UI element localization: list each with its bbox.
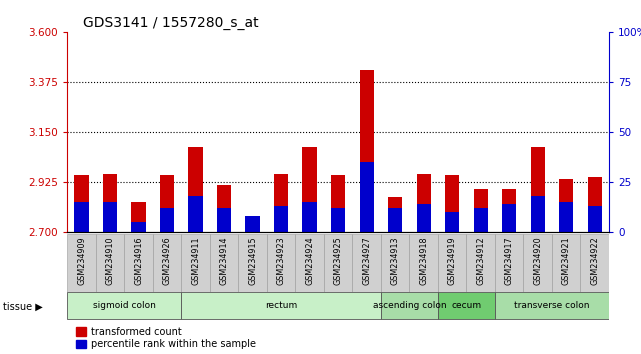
- Bar: [188, 196, 203, 232]
- Text: GSM234910: GSM234910: [106, 236, 115, 285]
- Bar: [153, 234, 181, 292]
- Bar: [495, 292, 609, 319]
- Bar: [74, 175, 88, 232]
- Text: ascending colon: ascending colon: [372, 301, 446, 310]
- Bar: [559, 178, 573, 232]
- Bar: [474, 189, 488, 232]
- Text: GSM234923: GSM234923: [277, 236, 286, 285]
- Bar: [303, 147, 317, 232]
- Bar: [445, 212, 460, 232]
- Text: GSM234915: GSM234915: [248, 236, 257, 285]
- Bar: [217, 185, 231, 232]
- Bar: [67, 234, 96, 292]
- Text: GSM234925: GSM234925: [333, 236, 343, 285]
- Bar: [410, 234, 438, 292]
- Bar: [188, 147, 203, 232]
- Bar: [131, 202, 146, 232]
- Bar: [331, 208, 345, 232]
- Text: transverse colon: transverse colon: [514, 301, 590, 310]
- Text: cecum: cecum: [451, 301, 481, 310]
- Bar: [181, 292, 381, 319]
- Bar: [581, 234, 609, 292]
- Text: GSM234926: GSM234926: [163, 236, 172, 285]
- Bar: [388, 198, 403, 232]
- Bar: [588, 177, 602, 232]
- Bar: [324, 234, 353, 292]
- Bar: [502, 189, 516, 232]
- Text: GSM234913: GSM234913: [390, 236, 399, 285]
- Bar: [381, 234, 410, 292]
- Bar: [360, 70, 374, 232]
- Bar: [296, 234, 324, 292]
- Bar: [445, 175, 460, 232]
- Bar: [131, 222, 146, 232]
- Bar: [267, 234, 296, 292]
- Text: rectum: rectum: [265, 301, 297, 310]
- Bar: [559, 202, 573, 232]
- Bar: [274, 174, 288, 232]
- Bar: [502, 204, 516, 232]
- Bar: [303, 202, 317, 232]
- Bar: [531, 147, 545, 232]
- Bar: [467, 234, 495, 292]
- Text: GSM234914: GSM234914: [220, 236, 229, 285]
- Bar: [353, 234, 381, 292]
- Bar: [438, 234, 467, 292]
- Bar: [274, 206, 288, 232]
- Bar: [217, 208, 231, 232]
- Text: tissue ▶: tissue ▶: [3, 302, 43, 312]
- Bar: [438, 292, 495, 319]
- Bar: [103, 174, 117, 232]
- Text: GSM234919: GSM234919: [447, 236, 456, 285]
- Bar: [246, 216, 260, 232]
- Bar: [103, 202, 117, 232]
- Legend: transformed count, percentile rank within the sample: transformed count, percentile rank withi…: [72, 323, 260, 353]
- Bar: [474, 208, 488, 232]
- Bar: [417, 174, 431, 232]
- Bar: [360, 162, 374, 232]
- Bar: [160, 175, 174, 232]
- Bar: [495, 234, 524, 292]
- Bar: [124, 234, 153, 292]
- Text: GSM234918: GSM234918: [419, 236, 428, 285]
- Text: GSM234911: GSM234911: [191, 236, 200, 285]
- Bar: [160, 208, 174, 232]
- Text: sigmoid colon: sigmoid colon: [93, 301, 156, 310]
- Bar: [531, 196, 545, 232]
- Bar: [246, 223, 260, 232]
- Bar: [417, 204, 431, 232]
- Bar: [524, 234, 552, 292]
- Bar: [67, 292, 181, 319]
- Bar: [331, 175, 345, 232]
- Bar: [238, 234, 267, 292]
- Bar: [96, 234, 124, 292]
- Bar: [388, 208, 403, 232]
- Bar: [74, 202, 88, 232]
- Text: GSM234920: GSM234920: [533, 236, 542, 285]
- Bar: [588, 206, 602, 232]
- Text: GDS3141 / 1557280_s_at: GDS3141 / 1557280_s_at: [83, 16, 259, 30]
- Bar: [552, 234, 581, 292]
- Bar: [210, 234, 238, 292]
- Text: GSM234909: GSM234909: [77, 236, 86, 285]
- Text: GSM234917: GSM234917: [504, 236, 513, 285]
- Text: GSM234924: GSM234924: [305, 236, 314, 285]
- Text: GSM234922: GSM234922: [590, 236, 599, 285]
- Bar: [181, 234, 210, 292]
- Text: GSM234916: GSM234916: [134, 236, 143, 285]
- Text: GSM234921: GSM234921: [562, 236, 570, 285]
- Bar: [381, 292, 438, 319]
- Text: GSM234912: GSM234912: [476, 236, 485, 285]
- Text: GSM234927: GSM234927: [362, 236, 371, 285]
